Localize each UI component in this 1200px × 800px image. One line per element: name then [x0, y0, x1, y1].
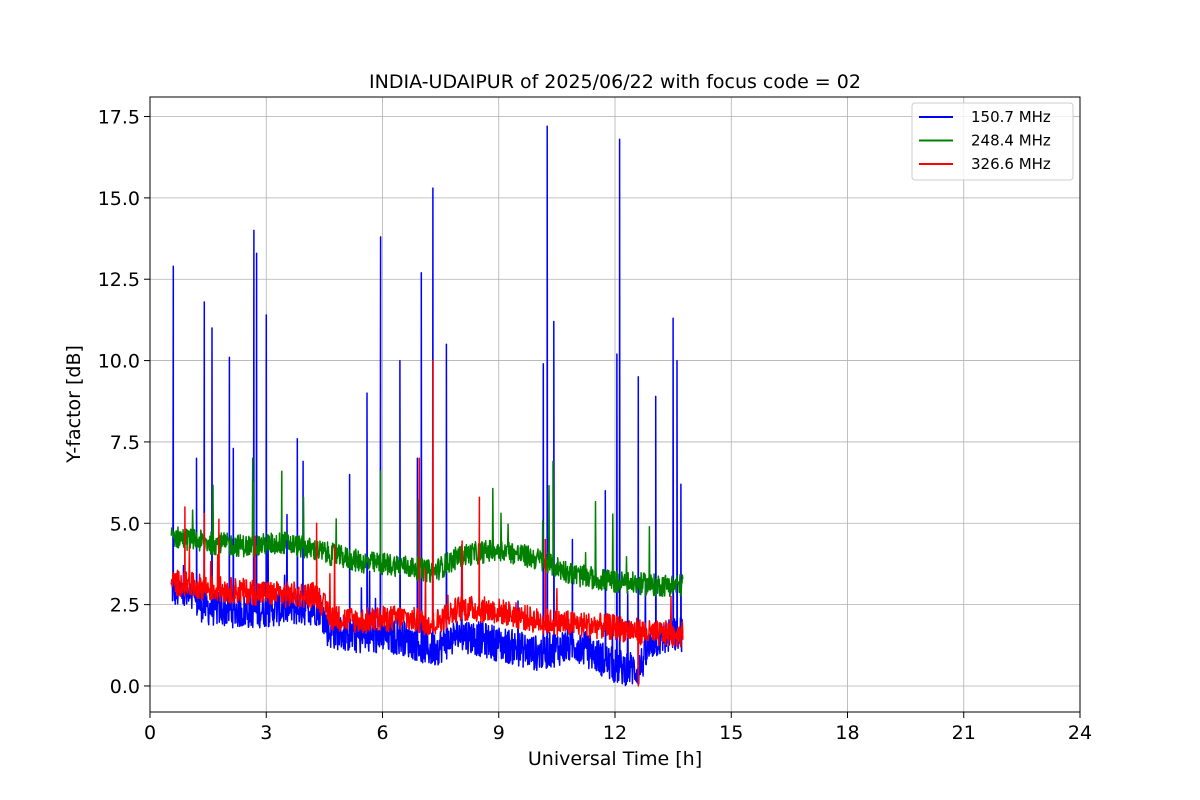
- series-line-0: [170, 125, 684, 687]
- x-tick-label: 12: [603, 722, 627, 744]
- y-tick-label: 10.0: [98, 351, 140, 373]
- x-tick-label: 21: [952, 722, 976, 744]
- y-axis-label: Y-factor [dB]: [63, 345, 85, 464]
- x-axis: 0 3 6 9 12 15 18 21 24: [144, 712, 1092, 744]
- y-tick-label: 17.5: [98, 107, 140, 129]
- legend-label: 326.6 MHz: [971, 155, 1051, 173]
- series-line-1: [170, 457, 684, 598]
- x-tick-label: 24: [1068, 722, 1092, 744]
- x-axis-label: Universal Time [h]: [528, 748, 702, 770]
- y-tick-label: 15.0: [98, 188, 140, 210]
- plot-area: [170, 125, 684, 687]
- x-tick-label: 18: [835, 722, 859, 744]
- y-tick-label: 0.0: [110, 676, 140, 698]
- y-tick-label: 7.5: [110, 432, 140, 454]
- legend-label: 248.4 MHz: [971, 132, 1051, 150]
- legend-box: [911, 102, 1074, 181]
- y-tick-label: 2.5: [110, 595, 140, 617]
- y-tick-label: 12.5: [98, 269, 140, 291]
- x-tick-label: 15: [719, 722, 743, 744]
- legend: 150.7 MHz 248.4 MHz 326.6 MHz: [911, 102, 1074, 181]
- x-tick-label: 9: [493, 722, 505, 744]
- series-line-2: [170, 359, 684, 687]
- x-tick-label: 0: [144, 722, 156, 744]
- y-axis: 0.0 2.5 5.0 7.5 10.0 12.5 15.0 17.5: [98, 107, 150, 698]
- x-tick-label: 3: [260, 722, 272, 744]
- y-tick-label: 5.0: [110, 513, 140, 535]
- x-tick-label: 6: [376, 722, 388, 744]
- chart-title: INDIA-UDAIPUR of 2025/06/22 with focus c…: [369, 71, 861, 93]
- legend-label: 150.7 MHz: [971, 108, 1051, 126]
